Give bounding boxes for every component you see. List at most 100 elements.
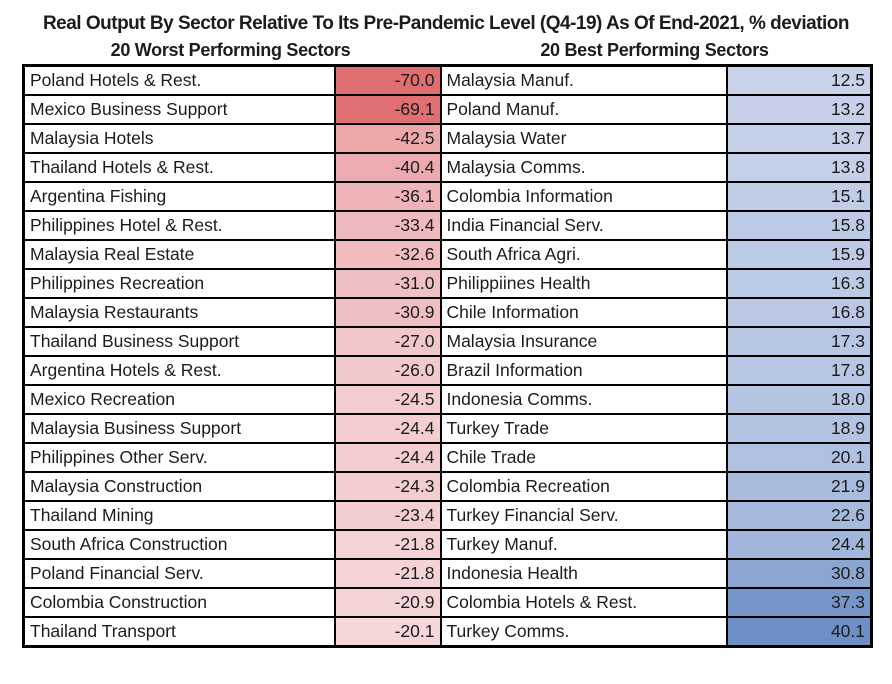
best-sector-value: 30.8 <box>725 558 873 589</box>
worst-sector-label: South Africa Construction <box>22 529 336 560</box>
worst-sector-value: -69.1 <box>333 94 442 125</box>
worst-sector-label: Malaysia Hotels <box>22 123 336 154</box>
best-sector-label: Indonesia Comms. <box>439 384 728 415</box>
worst-sector-label: Malaysia Restaurants <box>22 297 336 328</box>
best-sector-value: 21.9 <box>725 471 873 502</box>
best-sector-value: 17.8 <box>725 355 873 386</box>
best-sector-value: 24.4 <box>725 529 873 560</box>
best-sector-value: 18.9 <box>725 413 873 444</box>
table-row: Argentina Hotels & Rest. -26.0 Brazil In… <box>22 355 873 386</box>
best-sector-value: 16.8 <box>725 297 873 328</box>
sectors-table: Poland Hotels & Rest. -70.0 Malaysia Man… <box>22 64 873 648</box>
best-sector-label: Turkey Financial Serv. <box>439 500 728 531</box>
worst-sector-value: -70.0 <box>333 64 442 96</box>
worst-sector-label: Malaysia Business Support <box>22 413 336 444</box>
best-sectors-header: 20 Best Performing Sectors <box>540 40 769 60</box>
best-sector-label: South Africa Agri. <box>439 239 728 270</box>
table-row: Philippines Other Serv. -24.4 Chile Trad… <box>22 442 873 473</box>
best-sector-value: 17.3 <box>725 326 873 357</box>
best-sector-value: 16.3 <box>725 268 873 299</box>
worst-sector-value: -24.3 <box>333 471 442 502</box>
best-sector-label: Malaysia Comms. <box>439 152 728 183</box>
worst-sector-label: Malaysia Construction <box>22 471 336 502</box>
worst-sector-label: Argentina Fishing <box>22 181 336 212</box>
best-sector-value: 22.6 <box>725 500 873 531</box>
worst-sector-value: -21.8 <box>333 558 442 589</box>
worst-sector-label: Thailand Hotels & Rest. <box>22 152 336 183</box>
best-sector-label: Turkey Manuf. <box>439 529 728 560</box>
figure-title: Real Output By Sector Relative To Its Pr… <box>42 13 850 34</box>
best-sector-value: 15.8 <box>725 210 873 241</box>
best-sector-label: Indonesia Health <box>439 558 728 589</box>
table-row: Argentina Fishing -36.1 Colombia Informa… <box>22 181 873 212</box>
column-headers: 20 Worst Performing Sectors 20 Best Perf… <box>22 40 870 61</box>
table-row: Mexico Recreation -24.5 Indonesia Comms.… <box>22 384 873 415</box>
worst-sector-label: Philippines Hotel & Rest. <box>22 210 336 241</box>
worst-sector-value: -24.4 <box>333 442 442 473</box>
table-row: Malaysia Real Estate -32.6 South Africa … <box>22 239 873 270</box>
best-sector-label: Chile Trade <box>439 442 728 473</box>
table-row: Colombia Construction -20.9 Colombia Hot… <box>22 587 873 618</box>
worst-sector-label: Mexico Business Support <box>22 94 336 125</box>
worst-sector-label: Philippines Other Serv. <box>22 442 336 473</box>
worst-sector-label: Thailand Mining <box>22 500 336 531</box>
table-row: Philippines Hotel & Rest. -33.4 India Fi… <box>22 210 873 241</box>
worst-sectors-header: 20 Worst Performing Sectors <box>110 40 351 60</box>
best-sector-label: Turkey Trade <box>439 413 728 444</box>
best-sector-label: Brazil Information <box>439 355 728 386</box>
best-sector-value: 40.1 <box>725 616 873 648</box>
worst-sector-label: Poland Hotels & Rest. <box>22 64 336 96</box>
worst-sector-label: Argentina Hotels & Rest. <box>22 355 336 386</box>
table-row: Thailand Hotels & Rest. -40.4 Malaysia C… <box>22 152 873 183</box>
worst-sector-label: Poland Financial Serv. <box>22 558 336 589</box>
worst-sector-value: -32.6 <box>333 239 442 270</box>
table-row: Thailand Business Support -27.0 Malaysia… <box>22 326 873 357</box>
worst-sector-value: -40.4 <box>333 152 442 183</box>
best-sector-label: Philippiines Health <box>439 268 728 299</box>
table-row: Malaysia Business Support -24.4 Turkey T… <box>22 413 873 444</box>
best-sector-label: Chile Information <box>439 297 728 328</box>
best-sector-label: Malaysia Water <box>439 123 728 154</box>
table-row: Malaysia Restaurants -30.9 Chile Informa… <box>22 297 873 328</box>
best-sector-value: 12.5 <box>725 64 873 96</box>
table-row: Malaysia Hotels -42.5 Malaysia Water 13.… <box>22 123 873 154</box>
best-sector-value: 13.8 <box>725 152 873 183</box>
best-sector-value: 13.2 <box>725 94 873 125</box>
best-sector-value: 15.1 <box>725 181 873 212</box>
worst-sector-value: -26.0 <box>333 355 442 386</box>
worst-sector-label: Thailand Transport <box>22 616 336 648</box>
best-sector-label: India Financial Serv. <box>439 210 728 241</box>
worst-sector-value: -24.4 <box>333 413 442 444</box>
worst-sector-label: Philippines Recreation <box>22 268 336 299</box>
table-row: Mexico Business Support -69.1 Poland Man… <box>22 94 873 125</box>
worst-sector-value: -31.0 <box>333 268 442 299</box>
table-row: Thailand Transport -20.1 Turkey Comms. 4… <box>22 616 873 648</box>
best-sector-value: 15.9 <box>725 239 873 270</box>
best-sector-value: 13.7 <box>725 123 873 154</box>
worst-sector-label: Thailand Business Support <box>22 326 336 357</box>
best-sector-label: Turkey Comms. <box>439 616 728 648</box>
best-sector-label: Malaysia Insurance <box>439 326 728 357</box>
best-sector-label: Poland Manuf. <box>439 94 728 125</box>
best-sector-value: 37.3 <box>725 587 873 618</box>
best-sector-label: Colombia Information <box>439 181 728 212</box>
worst-sector-value: -36.1 <box>333 181 442 212</box>
table-row: Philippines Recreation -31.0 Philippiine… <box>22 268 873 299</box>
best-sector-label: Colombia Hotels & Rest. <box>439 587 728 618</box>
worst-sector-label: Colombia Construction <box>22 587 336 618</box>
worst-sector-value: -33.4 <box>333 210 442 241</box>
worst-sector-value: -23.4 <box>333 500 442 531</box>
best-sector-label: Malaysia Manuf. <box>439 64 728 96</box>
table-row: Thailand Mining -23.4 Turkey Financial S… <box>22 500 873 531</box>
worst-sector-value: -21.8 <box>333 529 442 560</box>
worst-sector-value: -20.9 <box>333 587 442 618</box>
table-row: South Africa Construction -21.8 Turkey M… <box>22 529 873 560</box>
best-sector-value: 18.0 <box>725 384 873 415</box>
best-sector-label: Colombia Recreation <box>439 471 728 502</box>
worst-sector-label: Mexico Recreation <box>22 384 336 415</box>
worst-sector-value: -24.5 <box>333 384 442 415</box>
worst-sector-value: -20.1 <box>333 616 442 648</box>
worst-sector-value: -27.0 <box>333 326 442 357</box>
table-row: Poland Hotels & Rest. -70.0 Malaysia Man… <box>22 64 873 96</box>
